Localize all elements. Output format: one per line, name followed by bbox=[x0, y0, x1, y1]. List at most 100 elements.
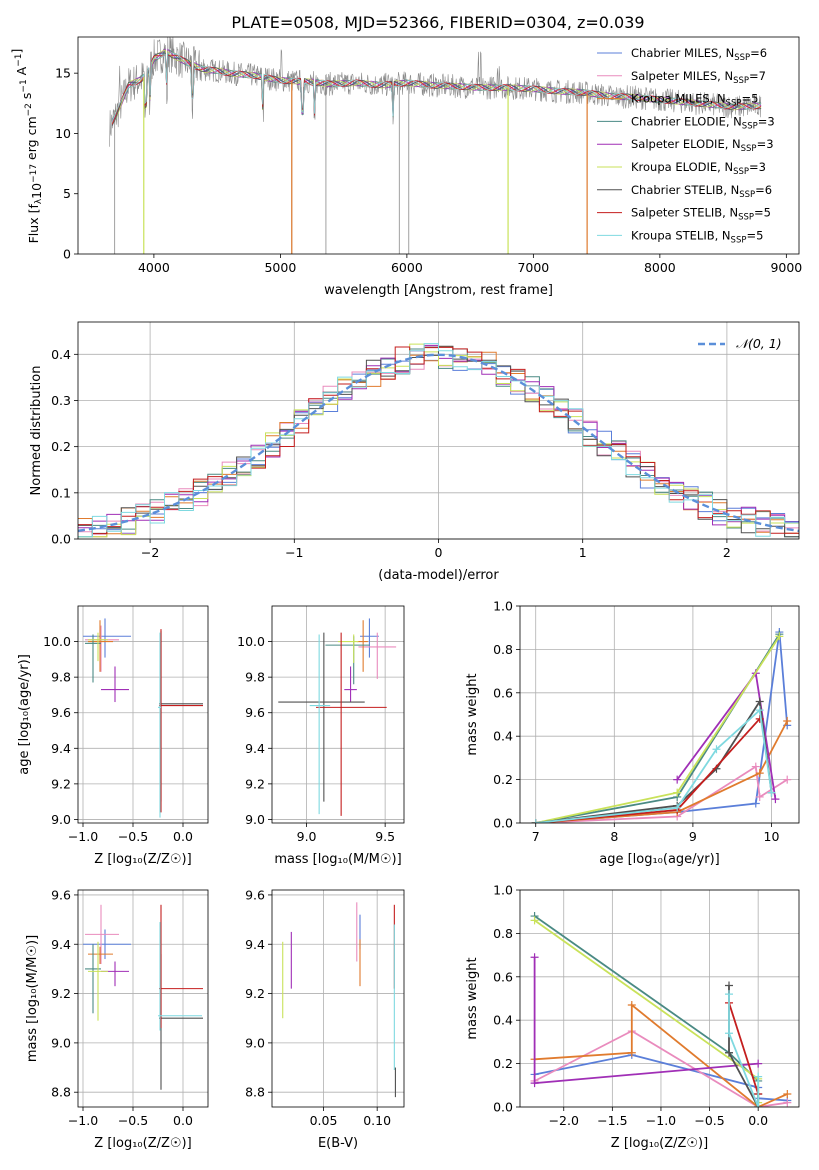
axes-frame bbox=[77, 889, 209, 1108]
plot-area bbox=[83, 618, 203, 818]
weight-marker bbox=[755, 792, 764, 801]
weight-marker bbox=[725, 1048, 734, 1057]
plot-area bbox=[83, 904, 203, 1090]
y-tick-label: 9.4 bbox=[245, 937, 265, 952]
x-tick-label: −1.0 bbox=[68, 829, 98, 844]
legend-label: Chabrier MILES, NSSP=6 bbox=[631, 46, 767, 63]
axes-frame bbox=[77, 36, 800, 255]
plot-area bbox=[109, 37, 762, 254]
y-tick-label: 0.2 bbox=[51, 439, 71, 454]
legend-label: Kroupa MILES, NSSP=5 bbox=[631, 92, 758, 109]
weight-marker bbox=[725, 981, 734, 990]
x-tick-label: −1.5 bbox=[597, 1113, 627, 1128]
y-axis-label: age [log₁₀(age/yr)] bbox=[17, 654, 32, 775]
x-tick-label: 7000 bbox=[517, 260, 549, 275]
weight-marker bbox=[771, 795, 780, 804]
x-tick-label: 2 bbox=[723, 545, 731, 560]
y-axis-label: mass weight bbox=[465, 957, 480, 1039]
x-axis-label: mass [log₁₀(M/M☉)] bbox=[274, 852, 401, 867]
y-tick-label: 9.0 bbox=[245, 1035, 265, 1050]
y-tick-label: 0.8 bbox=[493, 926, 513, 941]
weight-line bbox=[535, 635, 781, 823]
weight-marker bbox=[627, 1048, 636, 1057]
y-tick-label: 0.4 bbox=[51, 347, 71, 362]
y-tick-label: 8.8 bbox=[51, 1085, 71, 1100]
axes-frame bbox=[519, 605, 800, 824]
legend: Chabrier MILES, NSSP=6 Salpeter MILES, NS… bbox=[597, 46, 775, 245]
data-spectrum bbox=[109, 37, 762, 147]
legend-label: Chabrier STELIB, NSSP=6 bbox=[631, 183, 772, 200]
axes-frame bbox=[271, 889, 405, 1108]
weight-marker bbox=[530, 916, 539, 925]
x-tick-label: 8 bbox=[610, 829, 618, 844]
y-tick-label: 9.0 bbox=[51, 1035, 71, 1050]
histogram-step bbox=[78, 343, 799, 538]
x-tick-label: 0.0 bbox=[748, 1113, 768, 1128]
weight-marker bbox=[755, 697, 764, 706]
panel-mass-vs-EBV: 0.05 0.10 8.8 9.0 9.2 9.4 9.6 E(B-V) bbox=[245, 887, 405, 1151]
y-tick-label: 1.0 bbox=[493, 883, 513, 898]
y-tick-label: 0.0 bbox=[493, 1100, 513, 1115]
plot-area bbox=[530, 912, 792, 1107]
y-tick-label: 0.8 bbox=[493, 642, 513, 657]
weight-marker bbox=[673, 775, 682, 784]
weight-marker bbox=[767, 788, 776, 797]
legend-label: Chabrier ELODIE, NSSP=3 bbox=[631, 114, 775, 131]
weight-marker bbox=[783, 1089, 792, 1098]
x-tick-label: 4000 bbox=[138, 260, 170, 275]
x-tick-label: 0.0 bbox=[173, 1113, 193, 1128]
x-axis-label: Z [log₁₀(Z/Z☉)] bbox=[611, 1136, 708, 1151]
y-tick-label: 0.6 bbox=[493, 685, 513, 700]
axes-frame bbox=[271, 605, 405, 824]
y-tick-label: 5 bbox=[63, 186, 71, 201]
model-spectrum bbox=[111, 54, 762, 125]
y-tick-label: 9.2 bbox=[245, 776, 265, 791]
x-tick-label: −1 bbox=[285, 545, 303, 560]
y-tick-label: 9.6 bbox=[245, 705, 265, 720]
weight-marker bbox=[531, 819, 540, 823]
y-tick-label: 0.0 bbox=[493, 816, 513, 831]
weight-marker bbox=[725, 1029, 734, 1038]
x-axis-label: (data-model)/error bbox=[378, 568, 499, 583]
y-tick-label: 0.3 bbox=[51, 393, 71, 408]
legend-label: Salpeter ELODIE, NSSP=3 bbox=[631, 137, 774, 154]
histogram-step bbox=[78, 343, 799, 538]
x-tick-label: −0.5 bbox=[118, 1113, 148, 1128]
y-tick-label: 9.0 bbox=[245, 812, 265, 827]
x-tick-label: 7 bbox=[532, 829, 540, 844]
y-tick-label: 9.8 bbox=[51, 670, 71, 685]
y-axis-label: mass [log₁₀(M/M☉)] bbox=[25, 935, 40, 1062]
plot-area bbox=[531, 628, 792, 823]
x-tick-label: −0.5 bbox=[694, 1113, 724, 1128]
weight-marker bbox=[530, 1079, 539, 1088]
x-tick-label: 9.5 bbox=[375, 829, 395, 844]
weight-marker bbox=[751, 799, 760, 808]
weight-marker bbox=[673, 788, 682, 797]
axes-frame bbox=[77, 321, 800, 540]
x-axis-label: Z [log₁₀(Z/Z☉)] bbox=[94, 1136, 191, 1151]
weight-line bbox=[534, 919, 760, 1103]
weight-marker bbox=[783, 717, 792, 726]
y-axis-label: Normed distribution bbox=[29, 366, 44, 496]
model-spectrum bbox=[111, 52, 762, 122]
y-axis-label: Flux [fλ10−17 erg cm−2 s−1 A−1] bbox=[9, 49, 44, 244]
plot-area bbox=[282, 902, 396, 1098]
y-tick-label: 9.6 bbox=[51, 887, 71, 902]
legend-label: Kroupa ELODIE, NSSP=3 bbox=[631, 160, 766, 177]
normal-curve bbox=[78, 353, 799, 533]
model-spectrum bbox=[111, 49, 762, 125]
weight-marker bbox=[754, 1103, 763, 1107]
x-tick-label: 9.0 bbox=[297, 829, 317, 844]
weight-marker bbox=[775, 632, 784, 641]
y-tick-label: 0.4 bbox=[493, 1013, 513, 1028]
weight-line bbox=[728, 994, 760, 1107]
y-tick-label: 9.8 bbox=[245, 670, 265, 685]
weight-marker bbox=[751, 762, 760, 771]
y-tick-label: 0.4 bbox=[493, 729, 513, 744]
weight-marker bbox=[725, 990, 734, 999]
y-tick-label: 9.6 bbox=[51, 705, 71, 720]
weight-marker bbox=[755, 706, 764, 715]
weight-marker bbox=[754, 1072, 763, 1081]
y-tick-label: 10.0 bbox=[43, 634, 71, 649]
